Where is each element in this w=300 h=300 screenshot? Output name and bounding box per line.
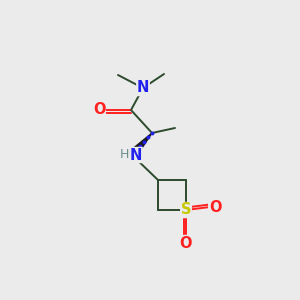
Text: O: O xyxy=(209,200,221,214)
Text: N: N xyxy=(137,80,149,95)
Text: S: S xyxy=(181,202,191,217)
Text: H: H xyxy=(119,148,129,161)
Text: O: O xyxy=(93,103,105,118)
Polygon shape xyxy=(129,133,152,158)
Text: O: O xyxy=(180,236,192,250)
Text: N: N xyxy=(130,148,142,163)
